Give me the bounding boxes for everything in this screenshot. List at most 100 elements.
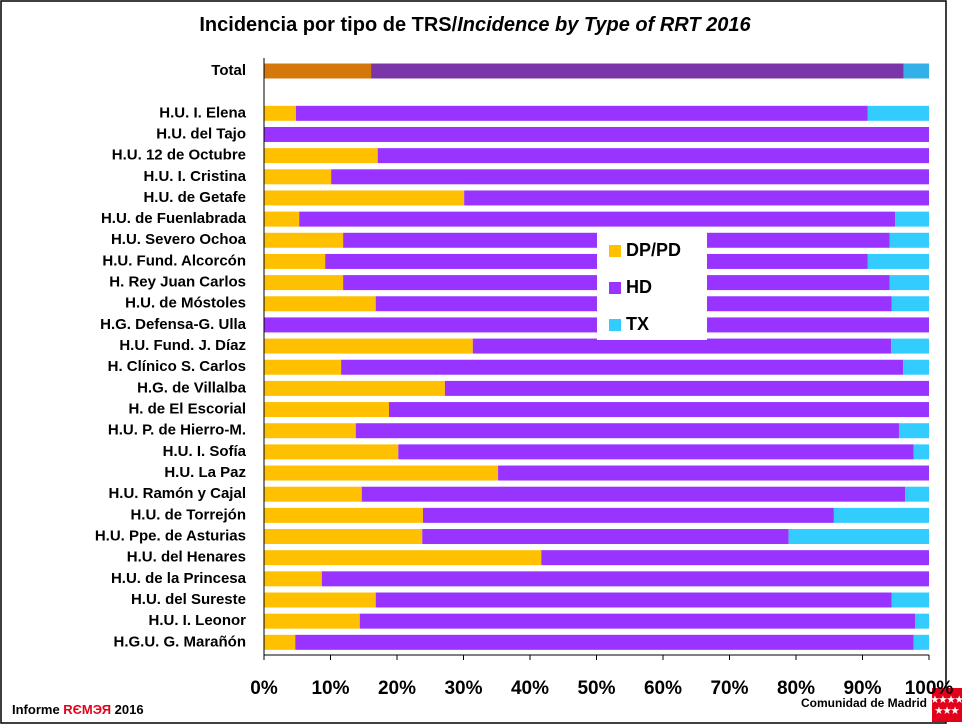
y-tick-label: H.U. de Getafe xyxy=(143,189,246,206)
bar-segment xyxy=(264,317,929,333)
y-tick-label: Total xyxy=(211,62,246,79)
bar-segment xyxy=(264,507,423,523)
bar-segment xyxy=(903,63,929,79)
footer-right: Comunidad de Madrid xyxy=(801,696,927,710)
y-tick-label: H.U. de Fuenlabrada xyxy=(101,210,247,227)
bar-segment xyxy=(264,423,356,439)
bar-segment xyxy=(331,169,929,185)
x-tick-label: 60% xyxy=(644,678,682,699)
bar-segment xyxy=(264,105,296,121)
x-tick-label: 10% xyxy=(311,678,349,699)
x-tick-label: 0% xyxy=(250,678,278,699)
bar-segment xyxy=(377,148,930,164)
x-tick-label: 20% xyxy=(378,678,416,699)
footer-year: 2016 xyxy=(111,702,144,717)
footer-left: Informe RЄМЭЯ 2016 xyxy=(12,702,144,717)
bar-segment xyxy=(899,423,929,439)
bar-segment xyxy=(264,275,344,291)
y-tick-label: H.U. Fund. Alcorcón xyxy=(102,252,246,269)
bar-segment xyxy=(264,529,423,545)
bar-segment xyxy=(264,550,542,566)
svg-text:★★★★: ★★★★ xyxy=(931,694,964,704)
bar-segment xyxy=(355,423,900,439)
y-tick-label: H. Rey Juan Carlos xyxy=(109,274,246,291)
bar-segment xyxy=(264,634,296,650)
flag-icon: ★★★★ ★★★ xyxy=(931,688,964,722)
bar-segment xyxy=(264,253,326,269)
y-tick-label: H.G. Defensa-G. Ulla xyxy=(100,316,247,333)
y-tick-label: H.U. Fund. J. Díaz xyxy=(119,337,246,354)
bar-segment xyxy=(915,613,929,629)
bar-segment xyxy=(867,105,929,121)
x-tick-label: 30% xyxy=(444,678,482,699)
bar-segment xyxy=(361,486,906,502)
bar-segment xyxy=(325,253,868,269)
y-tick-label: H.U. Ppe. de Asturias xyxy=(95,527,246,544)
y-tick-label: H. Clínico S. Carlos xyxy=(108,358,246,375)
bar-segment xyxy=(264,211,300,227)
bar-segment xyxy=(264,296,376,312)
bar-segment xyxy=(264,359,342,375)
bar-segment xyxy=(299,211,896,227)
y-tick-label: H.U. del Henares xyxy=(127,549,246,566)
y-tick-label: H.U. I. Cristina xyxy=(143,168,246,185)
bar-segment xyxy=(889,275,929,291)
y-tick-label: H.U. Ramón y Cajal xyxy=(108,485,246,502)
bar-segment xyxy=(389,402,929,418)
bar-segment xyxy=(444,380,929,396)
bar-segment xyxy=(375,592,892,608)
footer-brand: RЄМЭЯ xyxy=(63,702,111,717)
legend-swatch xyxy=(609,245,621,257)
legend-label: HD xyxy=(626,277,652,297)
y-tick-label: H.U. P. de Hierro-M. xyxy=(108,422,246,439)
y-tick-label: H.U. 12 de Octubre xyxy=(112,147,246,164)
bar-segment xyxy=(341,359,904,375)
bar-segment xyxy=(264,592,376,608)
bar-segment xyxy=(264,486,362,502)
bar-segment xyxy=(891,296,929,312)
bar-segment xyxy=(889,232,929,248)
y-tick-label: H.U. I. Leonor xyxy=(149,612,247,629)
bar-segment xyxy=(371,63,904,79)
y-tick-label: H.U. I. Sofía xyxy=(163,443,247,460)
legend-swatch xyxy=(609,319,621,331)
x-tick-label: 100% xyxy=(905,678,954,699)
y-tick-label: H.U. I. Elena xyxy=(159,104,246,121)
bar-segment xyxy=(264,169,332,185)
bar-segment xyxy=(472,338,892,354)
bar-segment xyxy=(891,592,929,608)
bar-segment xyxy=(264,380,445,396)
bar-segment xyxy=(264,63,372,79)
y-tick-label: H.U. de la Princesa xyxy=(111,570,247,587)
legend: DP/PD HD TX xyxy=(597,228,707,340)
bar-segment xyxy=(422,507,834,523)
y-tick-label: H.U. del Tajo xyxy=(156,125,246,142)
bar-segment xyxy=(264,571,322,587)
legend-label: TX xyxy=(626,314,649,334)
bar-segment xyxy=(264,126,929,142)
bar-segment xyxy=(913,634,929,650)
svg-text:★★★: ★★★ xyxy=(935,705,960,715)
bar-segment xyxy=(264,338,473,354)
bar-segment xyxy=(788,529,929,545)
x-tick-label: 80% xyxy=(777,678,815,699)
x-tick-label: 50% xyxy=(577,678,615,699)
y-tick-label: H.U. La Paz xyxy=(164,464,246,481)
bar-segment xyxy=(833,507,929,523)
x-tick-label: 70% xyxy=(710,678,748,699)
bar-segment xyxy=(295,105,868,121)
footer-prefix: Informe xyxy=(12,702,63,717)
y-tick-label: H. de El Escorial xyxy=(128,401,246,418)
bar-segment xyxy=(891,338,929,354)
bar-segment xyxy=(359,613,916,629)
bar-segment xyxy=(913,444,929,460)
title-en: Incidence by Type of RRT 2016 xyxy=(457,14,751,36)
bar-segment xyxy=(398,444,914,460)
y-tick-label: H.G.U. G. Marañón xyxy=(113,633,246,650)
x-tick-label: 40% xyxy=(511,678,549,699)
y-tick-label: H.U. Severo Ochoa xyxy=(111,231,247,248)
y-tick-label: H.G. de Villalba xyxy=(137,379,247,396)
bar-segment xyxy=(905,486,929,502)
y-tick-label: H.U. de Torrejón xyxy=(130,506,246,523)
chart-title: Incidencia por tipo de TRS/Incidence by … xyxy=(199,14,751,36)
